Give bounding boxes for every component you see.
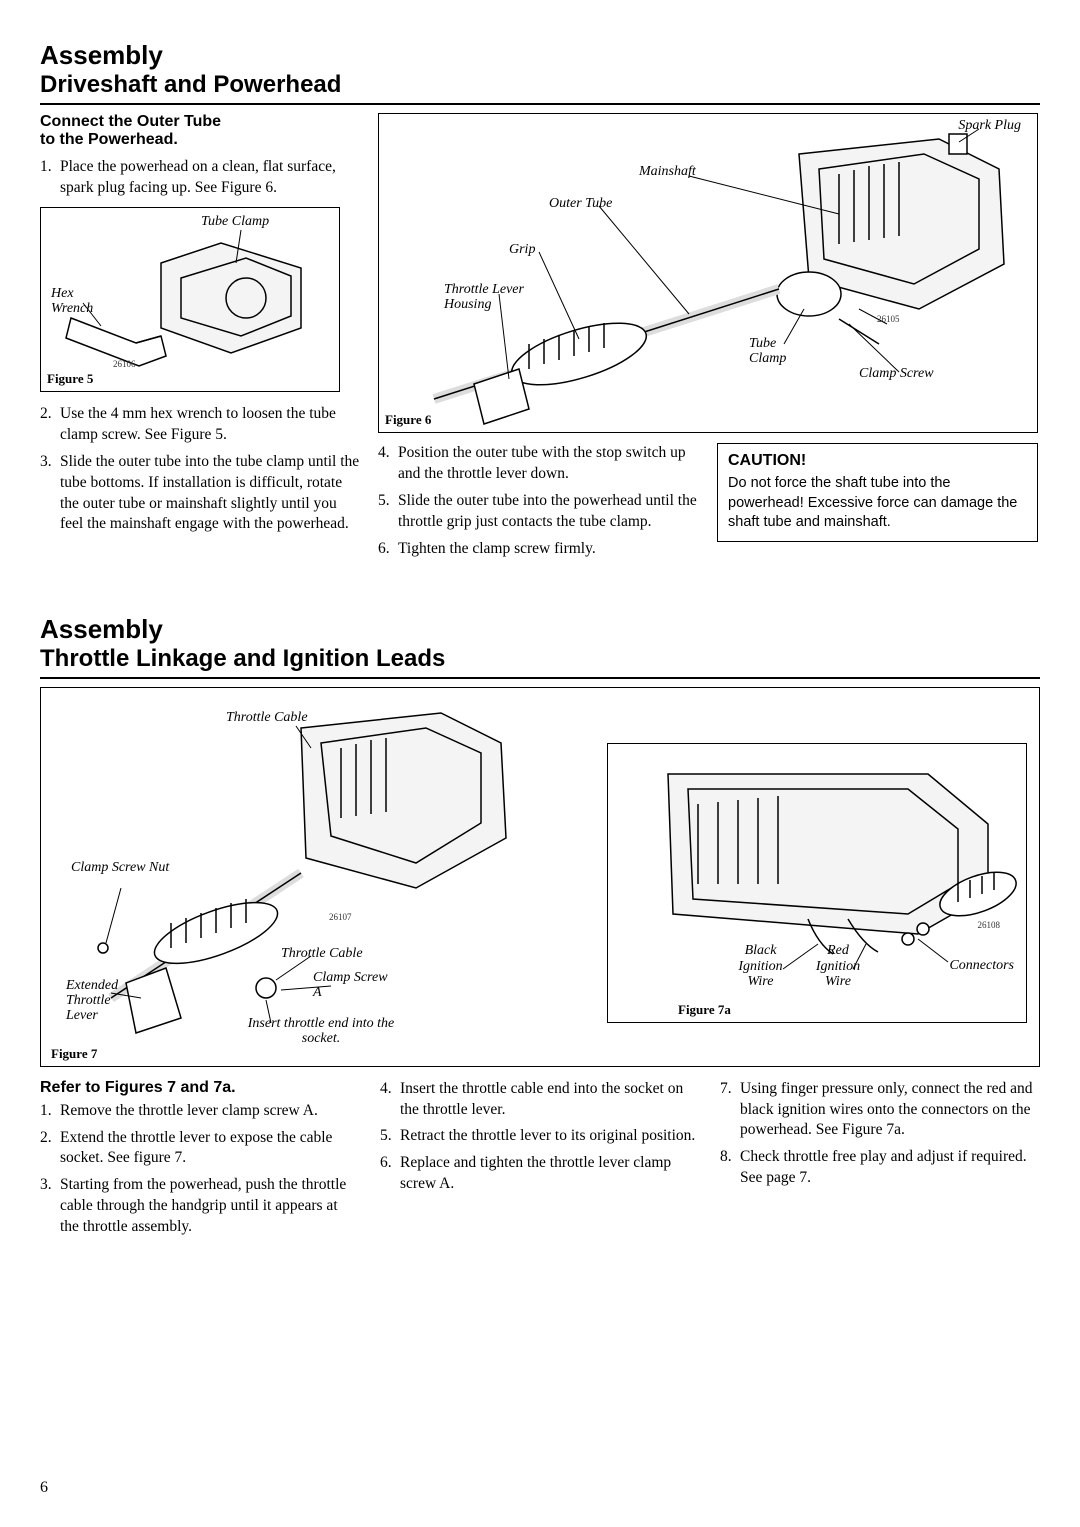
fig7a-code: 26108: [978, 920, 1001, 930]
fig6-code: 26105: [877, 314, 900, 324]
c7-ext-lever: Extended Throttle Lever: [66, 978, 141, 1024]
section2-title: Assembly Throttle Linkage and Ignition L…: [40, 614, 1040, 673]
s2-step-4: 4.Insert the throttle cable end into the…: [380, 1079, 700, 1121]
c7a-connectors: Connectors: [949, 958, 1014, 974]
title2-rule: [40, 677, 1040, 679]
figure-6-svg: [379, 114, 1037, 432]
section2-below-cols: Refer to Figures 7 and 7a. 1.Remove the …: [40, 1079, 1040, 1245]
section-title: Assembly Driveshaft and Powerhead: [40, 40, 1040, 99]
caution-box: CAUTION! Do not force the shaft tube int…: [717, 443, 1038, 542]
caution-title: CAUTION!: [728, 452, 1027, 470]
s2-col2-steps: 4.Insert the throttle cable end into the…: [380, 1079, 700, 1196]
subhead: Connect the Outer Tube to the Powerhead.: [40, 113, 360, 149]
caution-body: Do not force the shaft tube into the pow…: [728, 474, 1027, 533]
step-5: 5.Slide the outer tube into the powerhea…: [378, 491, 699, 533]
section-throttle: Assembly Throttle Linkage and Ignition L…: [40, 614, 1040, 1245]
c7-clamp-nut: Clamp Screw Nut: [71, 860, 171, 875]
page-number: 6: [40, 1479, 48, 1497]
s2-step-3: 3.Starting from the powerhead, push the …: [40, 1175, 360, 1238]
caution-col: CAUTION! Do not force the shaft tube int…: [717, 443, 1038, 566]
title-sub: Driveshaft and Powerhead: [40, 71, 1040, 99]
step-6: 6.Tighten the clamp screw firmly.: [378, 539, 699, 560]
s2-step-5: 5.Retract the throttle lever to its orig…: [380, 1126, 700, 1147]
fig7-code: 26107: [329, 912, 352, 922]
callout-hex-wrench: Hex Wrench: [51, 286, 101, 317]
figure-7a: Black Ignition Wire Red Ignition Wire Co…: [607, 743, 1027, 1023]
subhead-l1: Connect the Outer Tube: [40, 113, 221, 130]
title-assembly: Assembly: [40, 40, 1040, 71]
s2-step-8: 8.Check throttle free play and adjust if…: [720, 1147, 1040, 1189]
s2-step-2: 2.Extend the throttle lever to expose th…: [40, 1128, 360, 1170]
figure-7-wrap: Throttle Cable Clamp Screw Nut Throttle …: [40, 687, 1040, 1067]
fig5-label: Figure 5: [47, 371, 93, 387]
c-grip: Grip: [509, 242, 535, 258]
bcol3: 7.Using finger pressure only, connect th…: [720, 1079, 1040, 1245]
figure-5: Tube Clamp Hex Wrench 26106 Figure 5: [40, 207, 340, 392]
s2-step-1: 1.Remove the throttle lever clamp screw …: [40, 1101, 360, 1122]
bcol2: 4.Insert the throttle cable end into the…: [380, 1079, 700, 1245]
c7a-black: Black Ignition Wire: [728, 943, 793, 989]
step-3: 3.Slide the outer tube into the tube cla…: [40, 452, 360, 536]
step-1: 1.Place the powerhead on a clean, flat s…: [40, 157, 360, 199]
bcol1: Refer to Figures 7 and 7a. 1.Remove the …: [40, 1079, 360, 1245]
c-clamp-screw: Clamp Screw: [859, 366, 934, 382]
title2-assembly: Assembly: [40, 614, 1040, 645]
fig6-label: Figure 6: [385, 412, 431, 428]
step-2: 2.Use the 4 mm hex wrench to loosen the …: [40, 404, 360, 446]
fig7-label: Figure 7: [51, 1046, 97, 1062]
c7-throttle-cable: Throttle Cable: [226, 710, 308, 726]
step-4: 4.Position the outer tube with the stop …: [378, 443, 699, 485]
c7-throttle-cable2: Throttle Cable: [281, 946, 363, 962]
title-rule: [40, 103, 1040, 105]
s2-col1-steps: 1.Remove the throttle lever clamp screw …: [40, 1101, 360, 1239]
figure-6: Spark Plug Mainshaft Outer Tube Grip Thr…: [378, 113, 1038, 433]
c-outer-tube: Outer Tube: [549, 196, 612, 212]
c-tube-clamp: Tube Clamp: [749, 336, 809, 367]
c7a-red: Red Ignition Wire: [808, 943, 868, 989]
subhead-l2: to the Powerhead.: [40, 131, 178, 148]
s2-step-6: 6.Replace and tighten the throttle lever…: [380, 1153, 700, 1195]
steps-col2: 4.Position the outer tube with the stop …: [378, 443, 699, 560]
steps-1b: 2.Use the 4 mm hex wrench to loosen the …: [40, 404, 360, 536]
s2-col3-steps: 7.Using finger pressure only, connect th…: [720, 1079, 1040, 1190]
col2-steps: 4.Position the outer tube with the stop …: [378, 443, 699, 566]
c-spark: Spark Plug: [958, 118, 1021, 134]
refer-heading: Refer to Figures 7 and 7a.: [40, 1079, 360, 1097]
steps-1a: 1.Place the powerhead on a clean, flat s…: [40, 157, 360, 199]
callout-tube-clamp: Tube Clamp: [201, 214, 269, 230]
c7-insert-note: Insert throttle end into the socket.: [236, 1016, 406, 1047]
section1-columns: Connect the Outer Tube to the Powerhead.…: [40, 113, 1040, 566]
column-1: Connect the Outer Tube to the Powerhead.…: [40, 113, 360, 566]
section-driveshaft: Assembly Driveshaft and Powerhead Connec…: [40, 40, 1040, 566]
column-23: Spark Plug Mainshaft Outer Tube Grip Thr…: [378, 113, 1038, 566]
fig7a-label: Figure 7a: [678, 1002, 731, 1018]
c7-clamp-a: Clamp Screw A: [313, 970, 393, 1001]
section1-lower-cols: 4.Position the outer tube with the stop …: [378, 443, 1038, 566]
s2-step-7: 7.Using finger pressure only, connect th…: [720, 1079, 1040, 1142]
c-mainshaft: Mainshaft: [639, 164, 696, 180]
fig5-code: 26106: [113, 359, 136, 369]
c-throttle-housing: Throttle Lever Housing: [444, 282, 554, 313]
title2-sub: Throttle Linkage and Ignition Leads: [40, 645, 1040, 673]
